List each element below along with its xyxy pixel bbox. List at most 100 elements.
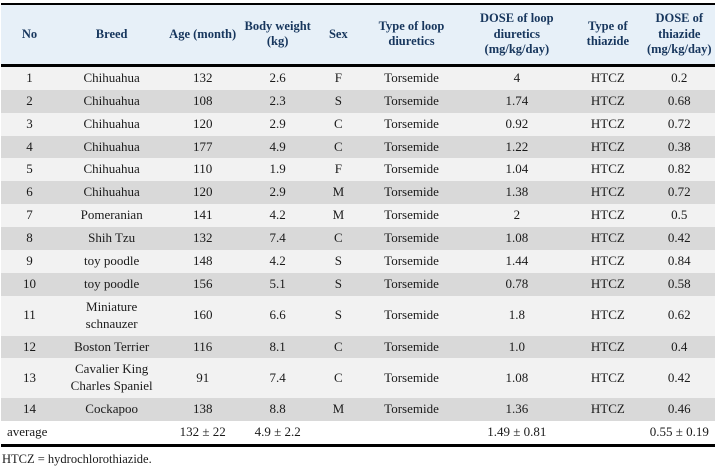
table-cell: HTCZ (590, 230, 625, 246)
table-cell: HTCZ (590, 275, 625, 291)
table-cell: Pomeranian (80, 207, 143, 223)
table-cell: C (334, 230, 343, 246)
table-cell: 116 (193, 338, 213, 354)
table-cell: 5 (26, 161, 33, 177)
table-cell: 5.1 (269, 275, 286, 291)
table-cell: Chihuahua (83, 161, 140, 177)
table-cell: 1 (26, 69, 33, 85)
table-cell: 12 (23, 338, 37, 354)
table-cell: toy poodle (84, 253, 140, 268)
table-cell: 108 (192, 92, 213, 108)
table-cell: 0.2 (671, 69, 688, 85)
table-body: 1 Chihuahua 132 2.6 F Torsemide 4 HTCZ 0.2 2 Chihu… (1, 65, 715, 446)
table-cell: F (334, 161, 342, 177)
table-cell: 0.72 (667, 115, 691, 131)
column-header: Sex (315, 4, 362, 67)
table-cell: HTCZ (590, 115, 625, 131)
table-cell: 132 ± 22 (179, 424, 226, 440)
table-row: 3 Chihuahua 120 2.9 C Torsemide 0.92 HTCZ 0.72 (1, 112, 715, 136)
table-cell: M (332, 184, 345, 200)
table-cell: HTCZ (590, 69, 625, 85)
table-cell: Torsemide (384, 369, 439, 385)
table-cell: Torsemide (384, 69, 439, 85)
table-cell: HTCZ (590, 184, 625, 200)
table-cell: S (334, 275, 342, 291)
table-cell: 9 (26, 253, 33, 268)
table-cell: 0.78 (505, 275, 529, 291)
table-cell (572, 421, 643, 445)
table-cell: 2 (26, 92, 33, 108)
column-header: DOSE of thiazide (mg/kg/day) (643, 4, 715, 67)
table-cell: 148 (192, 253, 213, 268)
table-row: 14 Cockapoo 138 8.8 M Torsemide 1.36 HTCZ 0.46 (1, 398, 715, 422)
table-cell: HTCZ (590, 207, 625, 223)
table-cell: Shih Tzu (88, 230, 136, 246)
table-cell: 4.2 (269, 207, 286, 223)
table-cell: M (332, 207, 345, 223)
table-row: 12 Boston Terrier 116 8.1 C Torsemide 1.0 HTCZ 0… (1, 335, 715, 359)
table-cell: Cavalier King Charles Spaniel (70, 361, 153, 394)
table-footnote: HTCZ = hydrochlorothiazide. (2, 452, 152, 467)
table-cell: 2.3 (269, 92, 286, 108)
table-cell: 2.9 (269, 184, 286, 200)
table-cell: 0.38 (667, 138, 691, 154)
table-cell: Chihuahua (83, 92, 140, 108)
table-cell: 4 (513, 69, 521, 85)
table-cell: Chihuahua (83, 138, 140, 154)
table-cell: 14 (23, 401, 37, 417)
table-cell: Torsemide (384, 115, 439, 131)
table-cell: Torsemide (384, 275, 439, 291)
table-cell (58, 421, 165, 445)
table-cell: HTCZ (590, 92, 625, 108)
table-cell: 0.55 ± 0.19 (649, 424, 709, 440)
table-cell: C (334, 138, 343, 154)
table-cell: Cockapoo (85, 401, 139, 417)
table-cell: 2.9 (269, 115, 286, 131)
table-cell: Chihuahua (83, 115, 140, 131)
table-row: 5 Chihuahua 110 1.9 F Torsemide 1.04 HTCZ 0.82 (1, 158, 715, 182)
table-cell: 132 (192, 69, 213, 85)
table-cell: 0.46 (667, 401, 691, 417)
table-cell: HTCZ (590, 369, 625, 385)
table-cell: 156 (192, 275, 213, 291)
table-cell: 0.5 (671, 207, 688, 223)
table-cell: 6 (26, 184, 33, 200)
table-row: 9 toy poodle 148 4.2 S Torsemide 1.44 HTCZ 0.84 (1, 250, 715, 273)
table-cell: Boston Terrier (74, 338, 150, 354)
table-cell: 11 (23, 307, 36, 323)
table-cell: Torsemide (384, 338, 439, 354)
column-header: Breed (58, 4, 166, 67)
table-cell: 132 (192, 230, 213, 246)
table-cell: HTCZ (590, 401, 625, 417)
table-cell: 1.44 (505, 253, 529, 268)
table-cell: 2.6 (269, 69, 286, 85)
table-cell: 1.04 (505, 161, 529, 177)
table-cell: 6.6 (269, 307, 286, 323)
table-cell: 7.4 (269, 230, 286, 246)
table-row: 10 toy poodle 156 5.1 S Torsemide 0.78 HTCZ 0.58 (1, 272, 715, 296)
table-cell: 1.9 (269, 161, 286, 177)
table-cell: HTCZ (590, 253, 625, 268)
table-cell: 10 (23, 275, 37, 291)
table-cell: 3 (26, 115, 33, 131)
table-cell: 91 (196, 369, 210, 385)
table-cell: Chihuahua (83, 69, 140, 85)
table-cell: Torsemide (384, 161, 439, 177)
column-header: Body weight (kg) (240, 4, 316, 67)
column-header: Type of loop diuretics (361, 4, 462, 67)
table-row: 6 Chihuahua 120 2.9 M Torsemide 1.38 HTCZ 0.72 (1, 181, 715, 205)
table-cell: 1.36 (505, 401, 529, 417)
table-cell: 1.8 (508, 307, 525, 323)
table-cell: 8.8 (269, 401, 286, 417)
table-header-row: No Breed Age (month) Body weight (kg) Sex Typ… (1, 4, 715, 67)
table-row: 2 Chihuahua 108 2.3 S Torsemide 1.74 HTCZ 0.68 (1, 89, 715, 113)
table-cell: C (334, 115, 343, 131)
table-cell: 0.92 (505, 115, 529, 131)
table-cell: 8.1 (269, 338, 286, 354)
table-cell: Torsemide (384, 92, 439, 108)
dog-diuretic-dose-table: No Breed Age (month) Body weight (kg) Sex Typ… (1, 3, 715, 447)
table-row: 11 Miniature schnauzer 160 6.6 S Torsemide 1.8… (1, 295, 715, 336)
table-cell: 110 (193, 161, 213, 177)
table-cell: toy poodle (84, 275, 140, 291)
